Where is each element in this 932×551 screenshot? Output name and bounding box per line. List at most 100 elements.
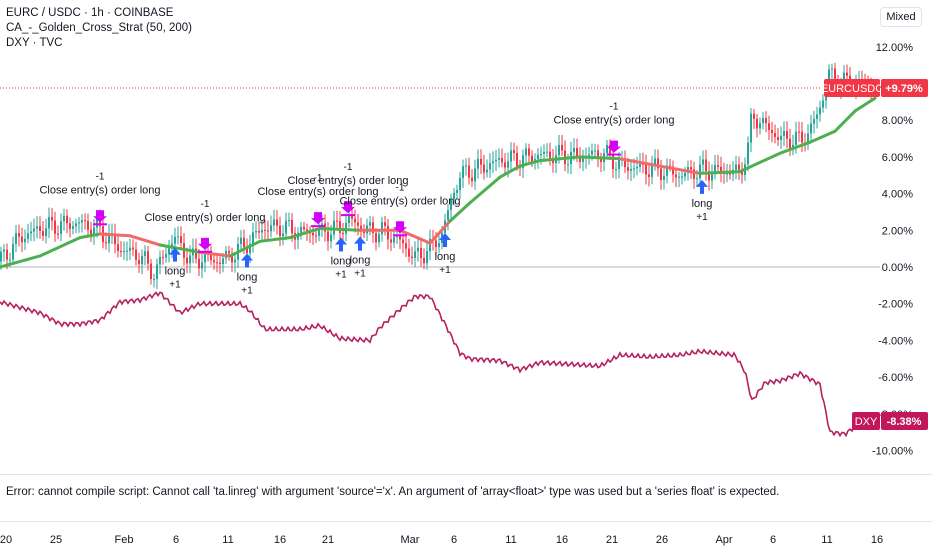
candle-body [822, 100, 824, 108]
candle-body [669, 165, 671, 167]
time-axis[interactable]: 20 25 Feb 6 11 16 21 Mar 6 11 16 21 26 Apr 6 11 16 [0, 521, 932, 551]
candle-body [261, 229, 263, 233]
candle-body [264, 229, 266, 231]
exit-qty: -1 [344, 162, 353, 173]
candle-body [762, 118, 764, 124]
candle-body [222, 258, 224, 265]
moving-average-segment [428, 219, 452, 245]
candle-body [180, 236, 182, 244]
candle-body [729, 173, 731, 175]
candle-body [510, 150, 512, 162]
moving-average-segment [128, 234, 162, 247]
candle-body [126, 250, 128, 252]
badge-value-bg [881, 79, 928, 97]
candle-body [195, 248, 197, 259]
candle-body [375, 233, 377, 243]
candle-body [525, 148, 527, 156]
moving-average-segment [228, 239, 262, 258]
candle-body [783, 131, 785, 136]
entry-label: long [692, 198, 713, 210]
entry-qty: +1 [335, 270, 347, 281]
exit-qty: -1 [396, 182, 405, 193]
entry-arrow-icon [354, 236, 366, 251]
candle-body [9, 259, 11, 261]
candle-body [27, 233, 29, 239]
exit-qty: -1 [610, 102, 619, 113]
candle-body [516, 152, 518, 167]
candle-body [624, 159, 626, 168]
candle-body [318, 228, 320, 236]
candle-body [90, 229, 92, 236]
moving-average-segment [658, 164, 702, 175]
time-axis-label: 6 [172, 534, 180, 546]
error-panel: Error: cannot compile script: Cannot cal… [0, 474, 932, 521]
candle-body [843, 72, 845, 85]
candle-body [39, 226, 41, 231]
candle-body [60, 221, 62, 235]
price-axis-label: -6.00% [878, 372, 913, 384]
candle-body [18, 233, 20, 237]
candle-body [819, 107, 821, 115]
candle-body [477, 158, 479, 169]
candle-body [633, 168, 635, 170]
candle-body [663, 175, 665, 180]
candle-body [258, 231, 260, 233]
price-axis-label: 4.00% [882, 189, 913, 201]
entry-label: long [435, 251, 456, 263]
candle-body [135, 249, 137, 260]
candle-body [693, 169, 695, 179]
compare-title[interactable]: DXY · TVC [6, 37, 63, 49]
candle-body [228, 250, 230, 254]
candle-body [453, 192, 455, 199]
price-chart[interactable]: 12.00%10.00%8.00%6.00%4.00%2.00%0.00%-2.… [0, 0, 932, 474]
time-axis-label: 11 [222, 534, 234, 546]
price-axis-label: -2.00% [878, 299, 913, 311]
candle-body [165, 254, 167, 258]
candle-body [123, 250, 125, 252]
exit-arrow-icon [198, 237, 212, 250]
candle-body [651, 165, 653, 177]
candle-body [384, 222, 386, 226]
candle-body [330, 234, 332, 242]
candle-body [396, 235, 398, 237]
moving-average-segment [853, 96, 877, 113]
candle-body [561, 144, 563, 151]
candle-body [399, 235, 401, 240]
candle-body [798, 131, 800, 133]
symbol-title[interactable]: EURC / USDC · 1h · COINBASE [6, 7, 174, 19]
moving-average-segment [698, 170, 742, 175]
candle-body [789, 138, 791, 150]
scale-mode-button[interactable]: Mixed [880, 7, 922, 27]
entry-arrow-icon [696, 179, 708, 194]
exit-qty: -1 [314, 173, 323, 184]
exit-arrow-icon [93, 210, 107, 223]
candle-body [645, 164, 647, 175]
candle-body [429, 238, 431, 252]
candle-body [387, 225, 389, 240]
candle-body [660, 168, 662, 180]
candle-body [405, 243, 407, 249]
candle-body [174, 236, 176, 244]
candle-body [138, 259, 140, 265]
candle-body [486, 169, 488, 173]
strategy-title[interactable]: CA_-_Golden_Cross_Strat (50, 200) [6, 22, 193, 34]
candle-body [414, 251, 416, 258]
candle-body [681, 176, 683, 178]
candle-body [6, 249, 8, 260]
time-axis-label: 6 [769, 534, 777, 546]
entry-qty: +1 [241, 286, 253, 297]
candle-body [720, 166, 722, 173]
candle-body [774, 133, 776, 137]
candle-body [612, 153, 614, 170]
candle-body [546, 151, 548, 153]
candle-body [336, 220, 338, 222]
entry-label: long [165, 266, 186, 278]
candle-body [252, 232, 254, 244]
candle-body [342, 232, 344, 234]
candle-body [0, 251, 2, 262]
candle-body [189, 255, 191, 264]
candle-body [777, 136, 779, 141]
candle-body [78, 222, 80, 224]
candle-body [705, 159, 707, 172]
candle-body [312, 232, 314, 236]
